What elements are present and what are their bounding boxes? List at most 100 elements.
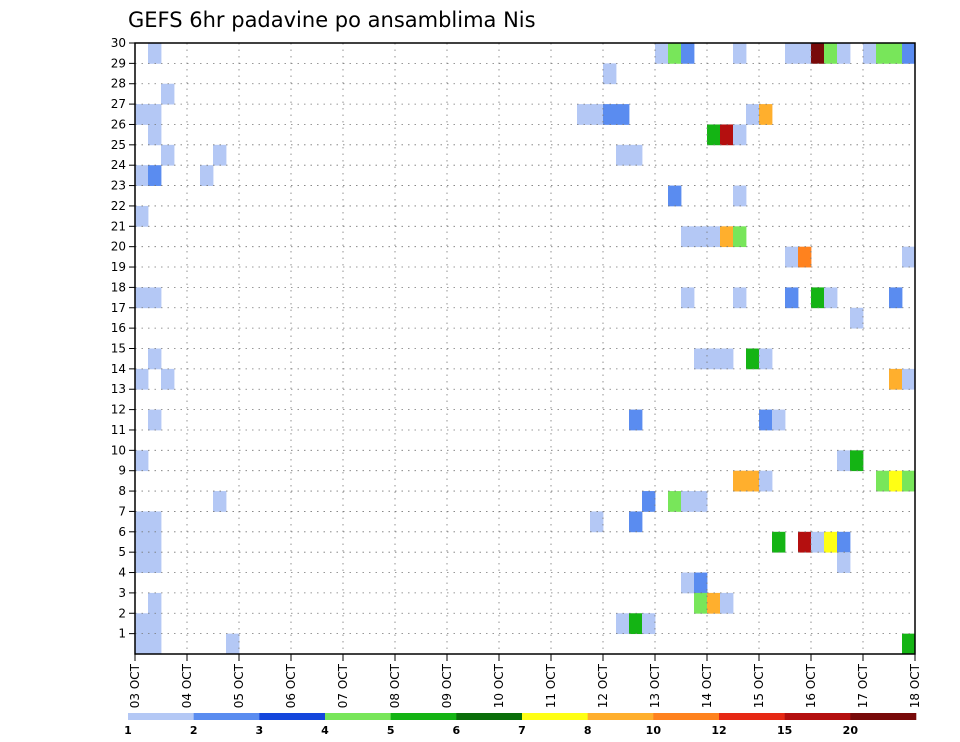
heatmap-cell <box>811 531 825 553</box>
heatmap-cell <box>148 348 162 370</box>
heatmap-cell <box>902 43 916 64</box>
legend-label: 6 <box>453 724 461 737</box>
heatmap-cell <box>798 531 812 553</box>
legend-label: 5 <box>387 724 395 737</box>
heatmap-cell <box>603 63 617 85</box>
heatmap-cell <box>629 511 643 533</box>
y-tick-label: 16 <box>111 321 126 335</box>
heatmap-cells <box>135 43 916 655</box>
x-tick-label: 16 OCT <box>804 663 818 708</box>
heatmap-cell <box>148 552 162 573</box>
heatmap-cell <box>902 368 916 390</box>
heatmap-cell <box>889 368 903 390</box>
heatmap-cell <box>811 287 825 309</box>
heatmap-cell <box>902 470 916 492</box>
heatmap-cell <box>161 368 175 390</box>
heatmap-cell <box>707 348 721 370</box>
y-axis: 1234567891011121314151617181920212223242… <box>111 36 135 641</box>
legend-swatch <box>193 713 260 720</box>
y-tick-label: 14 <box>111 362 126 376</box>
legend-label: 2 <box>190 724 198 737</box>
x-tick-label: 07 OCT <box>336 663 350 708</box>
heatmap-cell <box>668 491 682 512</box>
x-tick-label: 04 OCT <box>180 663 194 708</box>
heatmap-cell <box>148 43 162 64</box>
heatmap-cell <box>135 633 149 655</box>
legend-label: 4 <box>321 724 329 737</box>
heatmap-cell <box>148 124 162 146</box>
legend-swatch <box>259 713 326 720</box>
legend-swatch <box>390 713 457 720</box>
heatmap-cell <box>863 43 877 64</box>
y-tick-label: 11 <box>111 423 126 437</box>
heatmap-cell <box>889 470 903 492</box>
heatmap-cell <box>681 43 695 64</box>
heatmap-cell <box>798 43 812 64</box>
heatmap-cell <box>850 307 864 329</box>
x-tick-label: 15 OCT <box>752 663 766 708</box>
heatmap-cell <box>148 287 162 309</box>
heatmap-cell <box>694 348 708 370</box>
heatmap-cell <box>629 613 643 635</box>
heatmap-cell <box>668 185 682 207</box>
y-tick-label: 17 <box>111 301 126 315</box>
heatmap-cell <box>733 226 747 248</box>
heatmap-cell <box>798 246 812 268</box>
heatmap-cell <box>135 531 149 553</box>
legend-label: 7 <box>518 724 526 737</box>
legend-swatch <box>587 713 654 720</box>
y-tick-label: 28 <box>111 77 126 91</box>
y-tick-label: 9 <box>118 464 126 478</box>
heatmap-cell <box>681 572 695 594</box>
legend-label: 12 <box>711 724 726 737</box>
heatmap-cell <box>811 43 825 64</box>
x-tick-label: 09 OCT <box>440 663 454 708</box>
heatmap-cell <box>616 144 630 166</box>
heatmap-cell <box>746 470 760 492</box>
y-tick-label: 4 <box>118 566 126 580</box>
x-tick-label: 05 OCT <box>232 663 246 708</box>
heatmap-cell <box>707 592 721 614</box>
heatmap-cell <box>824 287 838 309</box>
x-tick-label: 14 OCT <box>700 663 714 708</box>
heatmap-cell <box>148 531 162 553</box>
y-tick-label: 10 <box>111 443 126 457</box>
legend-label: 20 <box>843 724 859 737</box>
heatmap-cell <box>876 470 890 492</box>
heatmap-cell <box>629 144 643 166</box>
heatmap-cell <box>590 104 604 125</box>
legend-swatch <box>784 713 851 720</box>
y-tick-label: 27 <box>111 97 126 111</box>
heatmap-cell <box>837 43 851 64</box>
heatmap-cell <box>148 592 162 614</box>
y-tick-label: 22 <box>111 199 126 213</box>
heatmap-cell <box>629 409 643 431</box>
heatmap-cell <box>161 83 175 105</box>
heatmap-cell <box>772 531 786 553</box>
heatmap-cell <box>148 409 162 431</box>
heatmap-cell <box>148 613 162 635</box>
x-axis: 03 OCT 04 OCT 05 OCT 06 OCT 07 OCT 08 OCT 09 O… <box>128 654 922 708</box>
heatmap-cell <box>759 409 773 431</box>
y-tick-label: 7 <box>118 504 126 518</box>
x-tick-label: 18 OCT <box>908 663 922 708</box>
y-tick-label: 2 <box>118 606 126 620</box>
y-tick-label: 13 <box>111 382 126 396</box>
heatmap-cell <box>681 491 695 512</box>
y-tick-label: 25 <box>111 138 126 152</box>
heatmap-cell <box>733 470 747 492</box>
x-tick-label: 17 OCT <box>856 663 870 708</box>
heatmap-cell <box>213 491 227 512</box>
y-tick-label: 5 <box>118 545 126 559</box>
heatmap-cell <box>720 592 734 614</box>
heatmap-cell <box>772 409 786 431</box>
y-tick-label: 19 <box>111 260 126 274</box>
heatmap-cell <box>590 511 604 533</box>
heatmap-cell <box>785 246 799 268</box>
heatmap-cell <box>837 552 851 573</box>
heatmap-cell <box>785 287 799 309</box>
heatmap-cell <box>837 531 851 553</box>
heatmap-cell <box>642 613 656 635</box>
heatmap-cell <box>135 287 149 309</box>
